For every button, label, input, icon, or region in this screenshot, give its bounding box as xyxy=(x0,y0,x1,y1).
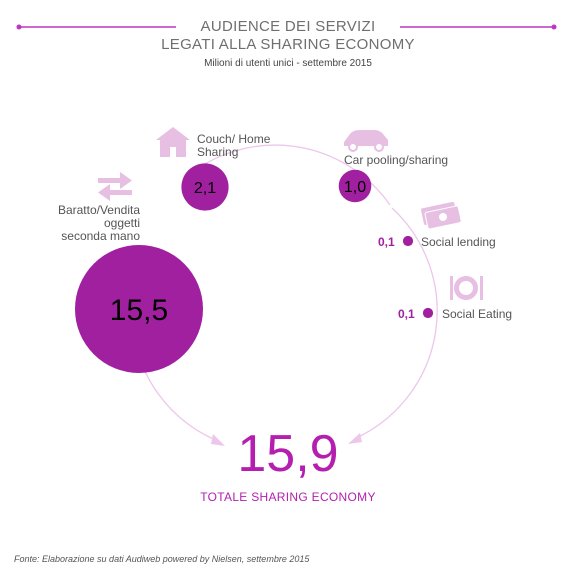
total-caption: TOTALE SHARING ECONOMY xyxy=(200,490,376,504)
bubble-couch xyxy=(181,163,229,211)
value-eating: 0,1 xyxy=(398,307,415,321)
arrow-head-right xyxy=(348,433,362,444)
money-icon xyxy=(421,202,462,230)
house-icon xyxy=(156,127,190,157)
label-car: Car pooling/sharing xyxy=(344,153,449,167)
label-baratto-line1: Baratto/Vendita xyxy=(57,203,140,217)
label-couch-line2: Sharing xyxy=(197,145,239,159)
bubble-lending xyxy=(402,235,414,247)
bubble-baratto xyxy=(75,245,203,373)
car-icon xyxy=(344,130,388,152)
label-baratto: Baratto/Vendita oggetti seconda mano xyxy=(36,204,140,243)
bubble-eating xyxy=(422,307,434,319)
bubble-series: 15,5 2,1 1,0 xyxy=(75,163,434,373)
header-rule-right-dot xyxy=(551,24,557,30)
chart-title-line1: AUDIENCE DEI SERVIZI xyxy=(200,18,376,35)
arrow-head-left xyxy=(211,434,225,446)
bubble-value-car: 1,0 xyxy=(344,179,366,196)
chart-subtitle: Milioni di utenti unici - settembre 2015 xyxy=(204,58,372,69)
label-baratto-line2: oggetti xyxy=(103,216,140,230)
exchange-arrows-icon xyxy=(98,172,132,201)
source-note: Fonte: Elaborazione su dati Audiweb powe… xyxy=(14,554,310,564)
bubble-value-baratto: 15,5 xyxy=(110,294,168,327)
value-lending: 0,1 xyxy=(378,235,395,249)
label-couch: Couch/ Home Sharing xyxy=(197,133,270,159)
label-couch-line1: Couch/ Home xyxy=(197,132,271,146)
bubble-value-couch: 2,1 xyxy=(194,180,216,197)
label-lending: Social lending xyxy=(421,235,496,249)
plate-cutlery-icon xyxy=(450,276,483,300)
label-eating: Social Eating xyxy=(442,307,513,321)
bubble-car xyxy=(338,169,372,203)
chart-title-line2: LEGATI ALLA SHARING ECONOMY xyxy=(161,36,415,53)
header-rule-left-dot xyxy=(16,24,22,30)
total-value: 15,9 xyxy=(237,425,339,483)
label-baratto-line3: seconda mano xyxy=(61,229,140,243)
